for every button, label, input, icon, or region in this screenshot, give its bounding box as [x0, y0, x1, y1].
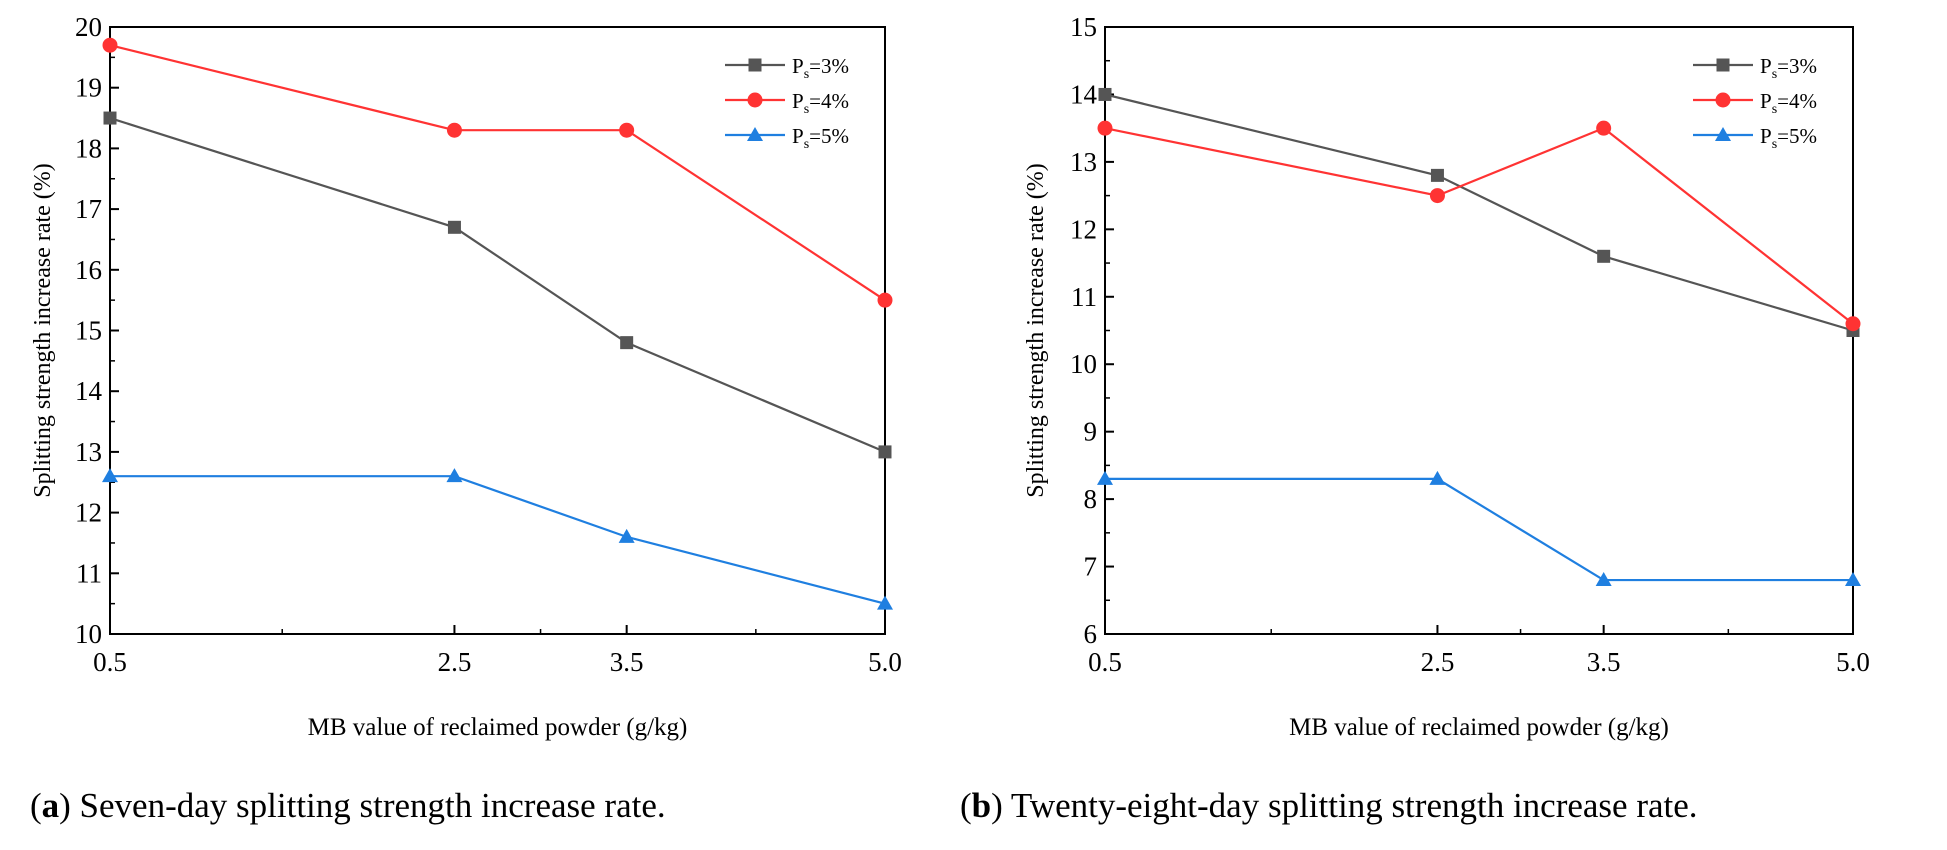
data-point-square [1716, 58, 1730, 72]
data-point-triangle [1097, 470, 1113, 485]
data-point-circle [1097, 120, 1113, 136]
series-line [1104, 93, 1854, 332]
series-5pct [1097, 470, 1861, 587]
legend-entry: Ps=5% [1693, 124, 1817, 152]
y-tick-label: 15 [1070, 12, 1097, 42]
series-4pct [102, 37, 893, 308]
y-tick-label: 14 [75, 376, 103, 406]
x-axis-label: MB value of reclaimed powder (g/kg) [308, 714, 688, 741]
data-point-triangle [877, 595, 893, 610]
data-point-square [447, 220, 461, 234]
data-point-square [1597, 249, 1611, 263]
data-point-square [620, 336, 634, 350]
x-tick-label: 0.5 [93, 647, 127, 677]
chart-panel-b: 6 7 8 9 10 11 12 13 14 15 0.5 2.5 3.5 5.0 MB value of … [1023, 12, 1870, 741]
legend-entry: Ps=4% [1693, 89, 1817, 117]
data-point-square [748, 58, 762, 72]
legend-label: Ps=5% [1760, 124, 1817, 152]
legend-label: Ps=3% [792, 54, 849, 82]
series-3pct [1098, 87, 1860, 337]
y-tick-label: 13 [75, 437, 102, 467]
data-point-triangle [618, 528, 635, 543]
legend-label: Ps=5% [792, 124, 849, 152]
data-point-triangle [102, 468, 118, 483]
plot-frame [109, 26, 886, 635]
data-point-square [103, 111, 117, 125]
series-line [109, 44, 886, 302]
y-tick-label: 12 [75, 498, 102, 528]
y-tick-label: 11 [76, 558, 102, 588]
x-tick-label: 0.5 [1088, 647, 1122, 677]
series-line [109, 117, 886, 453]
data-point-circle [1596, 120, 1612, 136]
y-tick-label: 7 [1084, 552, 1098, 582]
x-tick-label: 5.0 [1836, 647, 1870, 677]
series-5pct [102, 468, 893, 610]
data-point-circle [446, 122, 462, 138]
data-point-circle [1715, 92, 1731, 108]
x-tick-label: 2.5 [438, 647, 472, 677]
y-tick-label: 6 [1084, 619, 1098, 649]
data-point-square [1098, 87, 1112, 101]
y-tick-label: 14 [1070, 79, 1098, 109]
y-tick-label: 10 [1070, 349, 1097, 379]
data-point-circle [1845, 316, 1861, 332]
data-point-circle [102, 37, 118, 53]
x-tick-label: 3.5 [610, 647, 644, 677]
y-tick-label: 13 [1070, 147, 1097, 177]
data-point-triangle [1715, 127, 1731, 141]
data-point-triangle [1429, 470, 1446, 485]
data-point-square [878, 445, 892, 459]
series-line [110, 475, 886, 605]
legend-entry: Ps=3% [1693, 54, 1817, 82]
series-3pct [103, 111, 892, 459]
y-tick-label: 11 [1071, 282, 1097, 312]
data-point-circle [619, 122, 635, 138]
data-point-triangle [1595, 572, 1612, 587]
data-point-square [1430, 168, 1444, 182]
y-tick-label: 12 [1070, 214, 1097, 244]
legend-entry: Ps=5% [725, 124, 849, 152]
legend-entry: Ps=4% [725, 89, 849, 117]
legend-entry: Ps=3% [725, 54, 849, 82]
y-tick-label: 18 [75, 133, 102, 163]
legend-label: Ps=4% [1760, 89, 1817, 117]
y-tick-label: 9 [1084, 417, 1098, 447]
data-point-triangle [1845, 572, 1861, 587]
data-point-circle [747, 92, 763, 108]
y-tick-label: 17 [75, 194, 102, 224]
y-tick-label: 16 [75, 255, 102, 285]
x-tick-label: 3.5 [1587, 647, 1621, 677]
caption-b: (b) Twenty-eight-day splitting strength … [960, 786, 1698, 825]
y-axis-label: Splitting strength increase rate (%) [1023, 163, 1049, 498]
series-4pct [1097, 120, 1861, 332]
y-tick-label: 20 [75, 12, 102, 42]
x-tick-label: 5.0 [868, 647, 902, 677]
y-tick-label: 15 [75, 316, 102, 346]
legend-label: Ps=4% [792, 89, 849, 117]
plot-frame [1104, 26, 1854, 635]
series-line [1104, 126, 1854, 325]
x-tick-label: 2.5 [1421, 647, 1455, 677]
chart-panel-a: 10 11 12 13 14 15 16 17 18 19 20 0.5 2.5 3.5 5.0 MB val… [30, 12, 902, 741]
data-point-triangle [446, 468, 463, 483]
y-tick-label: 8 [1084, 484, 1098, 514]
data-point-triangle [747, 127, 763, 141]
legend-label: Ps=3% [1760, 54, 1817, 82]
data-point-circle [1429, 188, 1445, 204]
y-tick-label: 10 [75, 619, 102, 649]
y-tick-label: 19 [75, 73, 102, 103]
data-point-circle [877, 292, 893, 308]
y-axis-label: Splitting strength increase rate (%) [30, 163, 56, 498]
series-line [1105, 477, 1853, 582]
x-axis-label: MB value of reclaimed powder (g/kg) [1289, 714, 1669, 741]
caption-a: (a) Seven-day splitting strength increas… [30, 786, 666, 825]
